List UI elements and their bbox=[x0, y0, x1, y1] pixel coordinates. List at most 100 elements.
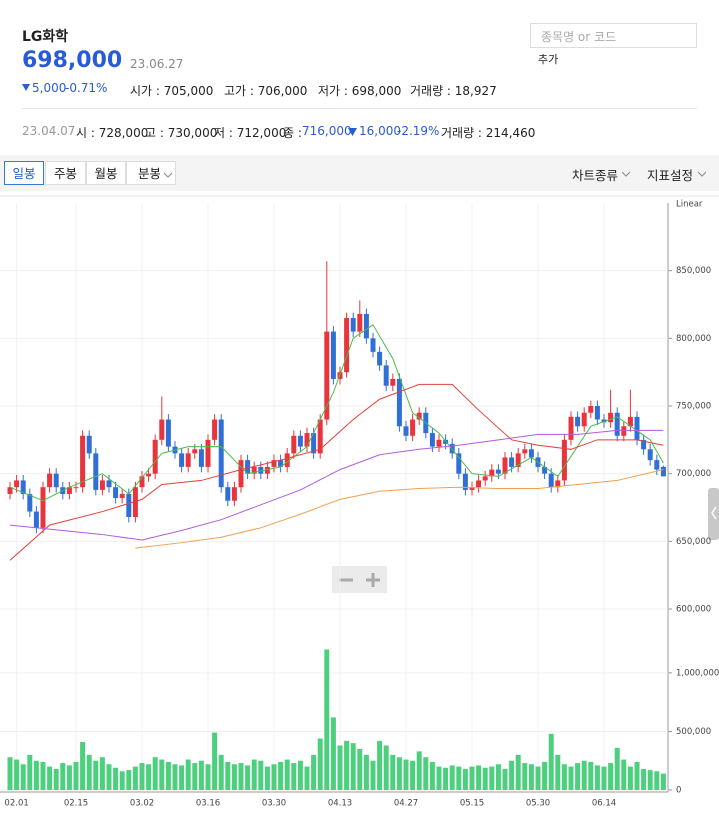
down-icon bbox=[348, 128, 357, 136]
candle-body bbox=[159, 419, 165, 440]
y2-tick-label: 1,000,000 bbox=[676, 668, 719, 678]
volume-bar bbox=[660, 773, 666, 790]
volume-bar bbox=[185, 759, 191, 790]
volume-bar bbox=[423, 757, 429, 790]
volume-bar bbox=[218, 754, 224, 790]
zoom-control[interactable] bbox=[332, 566, 387, 593]
candle-body bbox=[476, 480, 482, 488]
candle-body bbox=[390, 378, 396, 386]
history-stat: 고 : 730,000 bbox=[145, 126, 218, 140]
candle-body bbox=[581, 412, 587, 427]
change-pct: -0.71% bbox=[65, 81, 108, 95]
volume-bar bbox=[284, 759, 290, 790]
volume-bar bbox=[212, 732, 218, 790]
volume-bar bbox=[370, 760, 376, 790]
candle-body bbox=[614, 412, 620, 436]
x-tick-label: 05.30 bbox=[526, 799, 550, 809]
candle-body bbox=[311, 433, 317, 454]
volume-bar bbox=[410, 760, 416, 790]
add-button[interactable]: 추가 bbox=[538, 53, 559, 66]
candle-body bbox=[14, 480, 20, 488]
volume-bar bbox=[126, 770, 132, 790]
y-tick-label: 750,000 bbox=[676, 402, 711, 412]
search-placeholder[interactable]: 종목명 or 코드 bbox=[541, 30, 617, 44]
volume-bar bbox=[27, 754, 33, 790]
tab[interactable]: 분봉 bbox=[126, 161, 161, 185]
candle-body bbox=[515, 453, 521, 467]
volume-bar bbox=[40, 761, 46, 790]
candle-body bbox=[27, 493, 33, 512]
y2-tick-label: 0 bbox=[676, 786, 681, 796]
volume-bar bbox=[271, 764, 277, 790]
x-tick-label: 03.16 bbox=[196, 799, 220, 809]
candle-body bbox=[99, 480, 105, 490]
candle-body bbox=[377, 351, 383, 366]
price: 698,000 bbox=[22, 48, 123, 73]
tab[interactable]: 월봉 bbox=[86, 161, 126, 185]
volume-bar bbox=[647, 770, 653, 790]
candle-body bbox=[344, 318, 350, 373]
volume-bar bbox=[14, 759, 20, 790]
volume-bar bbox=[192, 763, 198, 790]
candle-body bbox=[126, 493, 132, 517]
candle-body bbox=[528, 449, 534, 458]
volume-bar bbox=[390, 754, 396, 790]
candle-body bbox=[66, 487, 72, 494]
volume-bar bbox=[245, 765, 251, 790]
volume-bar bbox=[568, 766, 574, 790]
y-tick-label: 650,000 bbox=[676, 537, 711, 547]
volume-bar bbox=[53, 768, 59, 790]
tab[interactable]: 주봉 bbox=[45, 161, 86, 185]
volume-bar bbox=[251, 759, 257, 790]
candle-body bbox=[522, 449, 528, 454]
stat: 저가 : 698,000 bbox=[318, 84, 402, 98]
candle-body bbox=[396, 378, 402, 427]
volume-bar bbox=[522, 763, 528, 790]
tab[interactable]: 일봉 bbox=[4, 161, 44, 185]
candle-body bbox=[627, 416, 633, 427]
volume-bar bbox=[495, 764, 501, 790]
volume-bar bbox=[344, 740, 350, 790]
candle-body bbox=[330, 331, 336, 379]
menu[interactable]: 지표설정 bbox=[647, 168, 694, 183]
x-tick-label: 03.02 bbox=[130, 799, 154, 809]
candle-body bbox=[502, 457, 508, 474]
y-tick-label: 600,000 bbox=[676, 605, 711, 615]
volume-bar bbox=[575, 763, 581, 790]
volume-bar bbox=[621, 759, 627, 790]
scale-label: Linear bbox=[676, 200, 703, 210]
volume-bar bbox=[60, 763, 66, 790]
search-box[interactable] bbox=[530, 23, 697, 48]
candle-body bbox=[146, 473, 152, 477]
volume-bar bbox=[159, 759, 165, 790]
candle-body bbox=[568, 416, 574, 440]
menu-chevron bbox=[622, 171, 630, 177]
candle-body bbox=[588, 406, 594, 413]
volume-bar bbox=[304, 766, 310, 790]
tab-chevron[interactable] bbox=[160, 161, 176, 185]
volume-bar bbox=[119, 771, 125, 790]
menu[interactable]: 차트종류 bbox=[572, 168, 619, 183]
menu-chevron bbox=[698, 171, 706, 177]
x-tick-label: 04.13 bbox=[328, 799, 352, 809]
volume-bar bbox=[7, 757, 13, 790]
volume-bar bbox=[93, 760, 99, 790]
history-close: 716,000 bbox=[302, 124, 352, 138]
volume-bar bbox=[152, 757, 158, 790]
history-stat: 시 : 728,000 bbox=[76, 126, 149, 140]
candle-body bbox=[317, 419, 323, 454]
candle-body bbox=[113, 487, 119, 499]
volume-bar bbox=[535, 766, 541, 790]
candle-body bbox=[192, 449, 198, 454]
volume-bar bbox=[449, 765, 455, 790]
volume-bar bbox=[588, 761, 594, 790]
volume-bar bbox=[113, 767, 119, 790]
candle-body bbox=[179, 453, 185, 467]
volume-bar bbox=[594, 765, 600, 790]
volume-bar bbox=[258, 760, 264, 790]
candle-body bbox=[608, 412, 614, 423]
candle-body bbox=[324, 331, 330, 420]
volume-bar bbox=[146, 764, 152, 790]
